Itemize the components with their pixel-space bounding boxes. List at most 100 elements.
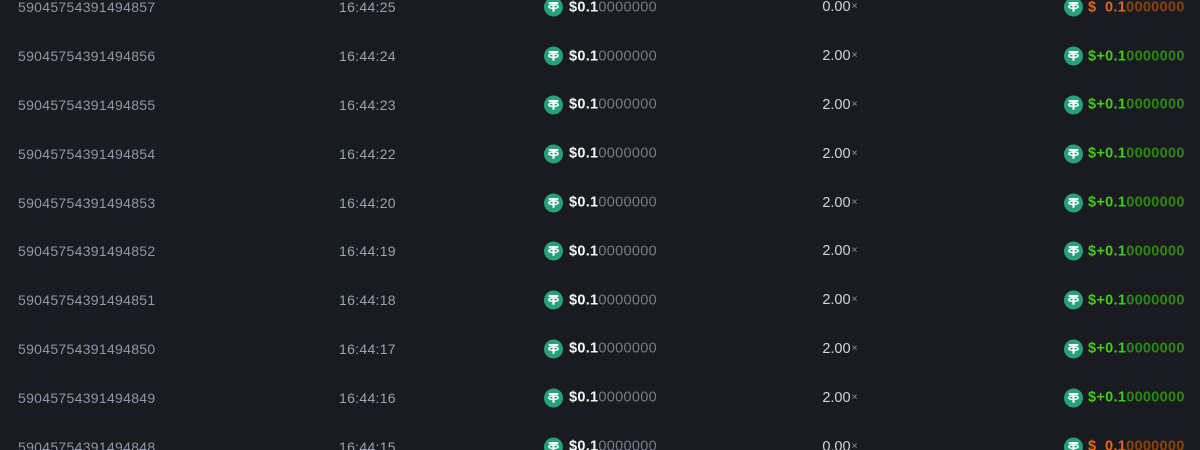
multiplier-value: 2.00 [822, 389, 851, 406]
multiplier: 2.00× [790, 243, 890, 259]
payout-zeros: 0000000 [1126, 48, 1185, 65]
bet-amount: $0.10000000 [544, 46, 657, 66]
payout-text: $+0.10000000 [1088, 292, 1185, 308]
multiplier-times-symbol: × [851, 390, 858, 403]
payout-main: $+0.1 [1088, 243, 1127, 260]
bet-amount-main: $0.1 [569, 243, 599, 260]
payout-zeros: 0000000 [1126, 145, 1185, 162]
bet-id: 59045754391494854 [18, 145, 156, 162]
table-row[interactable]: 59045754391494856 16:44:24 $0.10000000 2… [0, 32, 1200, 81]
bet-amount-main: $0.1 [569, 438, 599, 450]
payout: $+0.10000000 [1064, 144, 1200, 164]
bet-amount: $0.10000000 [544, 0, 657, 17]
payout-main: $ 0.1 [1088, 438, 1127, 450]
payout-text: $+0.10000000 [1088, 195, 1185, 211]
multiplier: 0.00× [790, 439, 890, 450]
multiplier-times-symbol: × [851, 244, 858, 257]
bet-amount-zeros: 0000000 [598, 438, 657, 450]
payout-text: $ 0.10000000 [1088, 0, 1185, 15]
bet-amount: $0.10000000 [544, 339, 657, 359]
payout-text: $+0.10000000 [1088, 390, 1185, 406]
multiplier: 2.00× [790, 390, 890, 406]
table-row[interactable]: 59045754391494855 16:44:23 $0.10000000 2… [0, 81, 1200, 130]
multiplier-times-symbol: × [851, 195, 858, 208]
tether-icon [544, 0, 563, 17]
table-row[interactable]: 59045754391494850 16:44:17 $0.10000000 2… [0, 325, 1200, 374]
bet-amount-text: $0.10000000 [569, 48, 657, 64]
multiplier-times-symbol: × [851, 341, 858, 354]
bet-amount-main: $0.1 [569, 0, 599, 16]
multiplier-value: 0.00 [822, 438, 851, 450]
payout-main: $+0.1 [1088, 389, 1127, 406]
payout-main: $+0.1 [1088, 340, 1127, 357]
table-row[interactable]: 59045754391494849 16:44:16 $0.10000000 2… [0, 373, 1200, 422]
multiplier-value: 0.00 [822, 0, 851, 16]
table-row[interactable]: 59045754391494854 16:44:22 $0.10000000 2… [0, 129, 1200, 178]
bet-amount-main: $0.1 [569, 389, 599, 406]
bet-amount-zeros: 0000000 [598, 0, 657, 16]
multiplier-times-symbol: × [851, 0, 858, 13]
bet-time: 16:44:24 [339, 48, 396, 65]
tether-icon [544, 95, 563, 115]
bet-amount-main: $0.1 [569, 194, 599, 211]
bet-time: 16:44:20 [339, 194, 396, 211]
multiplier-times-symbol: × [851, 146, 858, 159]
bet-amount-zeros: 0000000 [598, 243, 657, 260]
tether-icon [544, 144, 563, 164]
payout-text: $+0.10000000 [1088, 243, 1185, 259]
bet-amount: $0.10000000 [544, 144, 657, 164]
tether-icon [1064, 437, 1083, 450]
table-row[interactable]: 59045754391494848 16:44:15 $0.10000000 0… [0, 422, 1200, 450]
bet-amount-main: $0.1 [569, 340, 599, 357]
bet-amount-main: $0.1 [569, 48, 599, 65]
bet-id: 59045754391494853 [18, 194, 156, 211]
multiplier-times-symbol: × [851, 49, 858, 62]
table-row[interactable]: 59045754391494851 16:44:18 $0.10000000 2… [0, 276, 1200, 325]
multiplier-value: 2.00 [822, 48, 851, 65]
tether-icon [1064, 290, 1083, 310]
payout: $+0.10000000 [1064, 290, 1200, 310]
bet-amount-text: $0.10000000 [569, 195, 657, 211]
bet-amount-zeros: 0000000 [598, 96, 657, 113]
bet-amount-text: $0.10000000 [569, 243, 657, 259]
bet-amount: $0.10000000 [544, 193, 657, 213]
bet-time: 16:44:17 [339, 340, 396, 357]
table-row[interactable]: 59045754391494857 16:44:25 $0.10000000 0… [0, 0, 1200, 32]
bet-time: 16:44:25 [339, 0, 396, 16]
bet-amount-zeros: 0000000 [598, 194, 657, 211]
table-row[interactable]: 59045754391494852 16:44:19 $0.10000000 2… [0, 227, 1200, 276]
table-row[interactable]: 59045754391494853 16:44:20 $0.10000000 2… [0, 178, 1200, 227]
bet-id: 59045754391494850 [18, 340, 156, 357]
bet-amount-main: $0.1 [569, 145, 599, 162]
payout: $+0.10000000 [1064, 241, 1200, 261]
bet-id: 59045754391494851 [18, 292, 156, 309]
multiplier: 2.00× [790, 48, 890, 64]
bet-amount-zeros: 0000000 [598, 389, 657, 406]
bet-amount-main: $0.1 [569, 292, 599, 309]
tether-icon [1064, 339, 1083, 359]
multiplier-value: 2.00 [822, 340, 851, 357]
multiplier: 2.00× [790, 341, 890, 357]
tether-icon [1064, 95, 1083, 115]
tether-icon [1064, 388, 1083, 408]
payout-text: $+0.10000000 [1088, 341, 1185, 357]
payout: $ 0.10000000 [1064, 437, 1200, 450]
bet-id: 59045754391494857 [18, 0, 156, 16]
tether-icon [1064, 46, 1083, 66]
multiplier-times-symbol: × [851, 439, 858, 450]
bet-amount-zeros: 0000000 [598, 48, 657, 65]
payout-main: $+0.1 [1088, 48, 1127, 65]
multiplier-times-symbol: × [851, 293, 858, 306]
bet-id: 59045754391494855 [18, 96, 156, 113]
tether-icon [1064, 0, 1083, 17]
bet-time: 16:44:16 [339, 389, 396, 406]
payout-zeros: 0000000 [1126, 0, 1185, 16]
payout-main: $+0.1 [1088, 145, 1127, 162]
bet-amount: $0.10000000 [544, 437, 657, 450]
multiplier-value: 2.00 [822, 292, 851, 309]
payout-zeros: 0000000 [1126, 438, 1185, 450]
multiplier-value: 2.00 [822, 243, 851, 260]
bet-amount: $0.10000000 [544, 241, 657, 261]
bet-amount-main: $0.1 [569, 96, 599, 113]
